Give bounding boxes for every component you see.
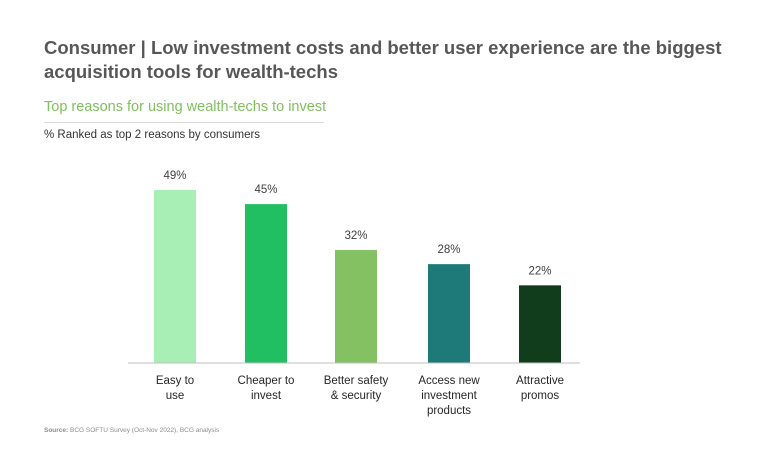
- bar-4: [428, 264, 470, 363]
- value-labels-group: 49% 45% 32% 28% 22%: [163, 170, 551, 277]
- bars-group: [154, 190, 561, 363]
- value-label-5: 22%: [528, 265, 551, 277]
- category-label-3: Better safety & security: [324, 375, 389, 402]
- category-labels-group: Easy to use Cheaper to invest Better safety &…: [156, 375, 564, 417]
- bar-1: [154, 190, 196, 363]
- bar-3: [335, 250, 377, 363]
- bar-2: [245, 204, 287, 363]
- category-label-2: Cheaper to invest: [238, 375, 295, 402]
- source-label: Source:: [44, 427, 69, 434]
- subtitle-divider: [44, 122, 324, 123]
- category-label-1: Easy to use: [156, 375, 194, 402]
- chart-subtitle: Top reasons for using wealth-techs to in…: [44, 99, 327, 115]
- value-label-2: 45%: [254, 184, 277, 196]
- value-label-3: 32%: [344, 230, 367, 242]
- bar-5: [519, 285, 561, 363]
- source-note: Source: BCG SOFTU Survey (Oct-Nov 2022),…: [44, 427, 219, 434]
- value-label-1: 49%: [163, 170, 186, 182]
- value-label-4: 28%: [437, 244, 460, 256]
- category-label-4: Access new investment products: [418, 375, 480, 417]
- page-title: Consumer | Low investment costs and bett…: [44, 37, 722, 82]
- category-label-5: Attractive promos: [516, 375, 564, 402]
- chart-note: % Ranked as top 2 reasons by consumers: [44, 129, 261, 141]
- source-text: BCG SOFTU Survey (Oct-Nov 2022), BCG ana…: [70, 427, 220, 434]
